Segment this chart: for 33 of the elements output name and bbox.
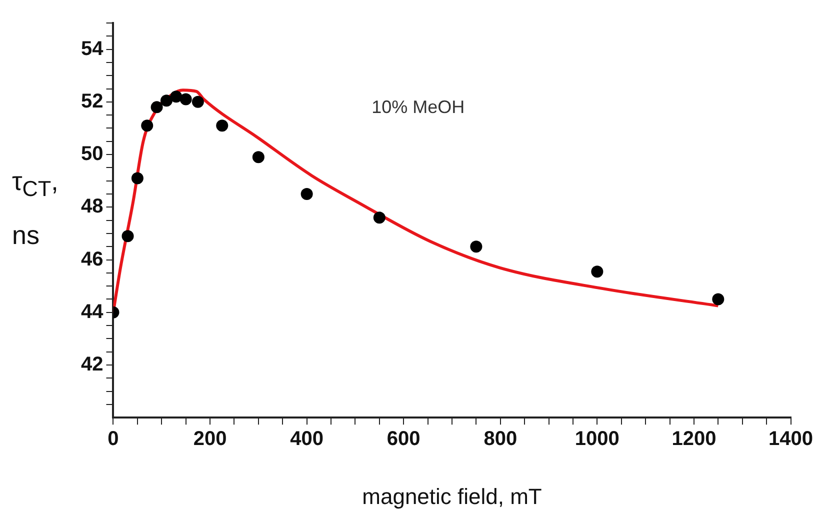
point (160, 94, 172, 107)
point (216, 120, 228, 132)
point (170, 90, 182, 103)
point (180, 93, 192, 106)
y-tick-label: 46 (80, 248, 104, 270)
x-tick-label: 1400 (768, 428, 814, 450)
point (470, 240, 482, 253)
x-tick-label: 400 (290, 428, 324, 450)
y-tick-label: 42 (80, 354, 104, 376)
y-tick-label: 54 (80, 38, 104, 60)
annotation: 10% MeOH (372, 97, 465, 117)
point (122, 230, 134, 242)
point (252, 151, 264, 164)
point (373, 212, 386, 224)
point (150, 101, 163, 114)
x-axis-title: magnetic field, mT (362, 484, 542, 509)
point (141, 120, 154, 132)
y-tick-label: 48 (80, 196, 104, 218)
y-tick-label: 44 (80, 300, 104, 323)
x-tick-label: 200 (193, 428, 227, 450)
y-axis-title: τ$_{CT}$, ns (12, 165, 60, 252)
point (591, 266, 604, 278)
y-tick-label: 50 (80, 143, 104, 166)
point (300, 188, 313, 200)
point (131, 172, 144, 184)
x-tick-label: 0 (108, 428, 119, 450)
y-tick-label: 52 (80, 90, 104, 112)
x-tick-label: 1200 (672, 428, 716, 450)
point (192, 96, 204, 108)
x-tick-label: 1000 (574, 428, 620, 450)
point (712, 293, 724, 306)
x-tick-label: 800 (484, 428, 518, 450)
x-tick-label: 600 (386, 428, 420, 450)
